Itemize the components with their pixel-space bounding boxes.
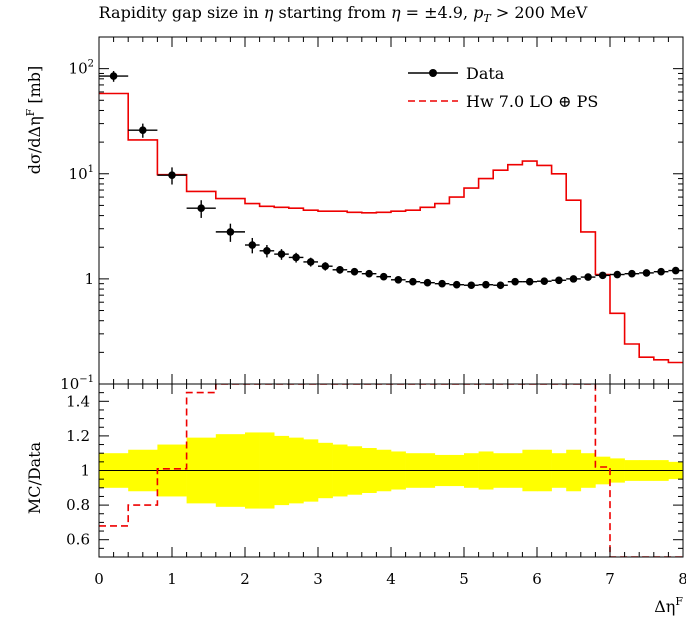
ratio-line — [99, 384, 683, 557]
data-point — [394, 276, 403, 284]
legend-data-label: Data — [466, 64, 505, 83]
data-point — [168, 171, 176, 179]
x-axis-label: ΔηF — [654, 595, 683, 616]
data-point — [365, 269, 373, 278]
data-point — [409, 277, 417, 286]
data-point — [350, 267, 359, 276]
upper-ytick-exp: 1 — [88, 164, 94, 175]
xtick-label: 8 — [678, 570, 686, 588]
xtick-label: 1 — [167, 570, 177, 588]
data-point — [452, 280, 461, 289]
data-point — [248, 241, 257, 249]
upper-ylabel: dσ/dΔηF [mb] — [24, 66, 44, 175]
xtick-label: 2 — [240, 570, 250, 588]
xtick-label: 4 — [386, 570, 396, 588]
data-point — [467, 281, 476, 290]
x-tick-labels: 0 1 2 3 4 5 6 7 8 — [94, 570, 686, 588]
data-point — [379, 272, 388, 281]
data-point — [321, 262, 330, 271]
upper-ytick-base: 10 — [69, 165, 88, 183]
lower-ytick-label: 0.6 — [66, 531, 90, 549]
data-point — [569, 275, 578, 283]
data-point — [657, 267, 665, 276]
data-points — [99, 70, 683, 290]
xtick-label: 5 — [459, 570, 469, 588]
data-point — [613, 270, 622, 279]
chart-title: Rapidity gap size in η starting from η =… — [99, 3, 588, 25]
xtick-label: 6 — [532, 570, 542, 588]
mc-histogram — [99, 92, 683, 364]
data-point — [642, 269, 651, 277]
data-point — [628, 269, 636, 278]
data-point — [423, 278, 432, 287]
data-point — [540, 277, 549, 286]
upper-ytick-label: 101 — [69, 164, 94, 183]
lower-ytick-label: 1.2 — [66, 427, 90, 445]
lower-ytick-label: 1.4 — [66, 392, 90, 410]
legend: Data Hw 7.0 LO ⊕ PS — [408, 64, 598, 111]
ratio-histogram — [99, 384, 683, 557]
upper-axis-ticks — [98, 36, 684, 385]
data-point — [438, 279, 446, 288]
data-point — [197, 204, 205, 213]
upper-ytick-label: 10−1 — [60, 374, 94, 393]
lower-axis-ticks — [98, 383, 684, 558]
uncertainty-band — [99, 432, 684, 509]
legend-mc-label: Hw 7.0 LO ⊕ PS — [466, 92, 598, 111]
upper-ytick-base: 1 — [84, 270, 94, 288]
xtick-label: 3 — [313, 570, 323, 588]
upper-ytick-base: 10 — [69, 60, 88, 78]
data-point — [555, 276, 563, 285]
upper-ytick-label: 102 — [69, 59, 94, 78]
legend-data-marker — [429, 69, 437, 77]
data-point — [306, 258, 315, 266]
upper-ytick-base: 10 — [60, 375, 79, 393]
data-point — [482, 280, 490, 289]
data-point — [109, 72, 118, 80]
data-point — [336, 266, 344, 274]
upper-ytick-label: 1 — [84, 270, 94, 288]
lower-tick-labels: 0.6 0.8 1 1.2 1.4 — [66, 392, 90, 548]
lower-ytick-label: 0.8 — [66, 496, 90, 514]
data-point — [511, 277, 519, 286]
lower-frame — [98, 383, 684, 558]
data-point — [525, 277, 534, 286]
data-point — [277, 250, 286, 258]
data-point — [263, 246, 271, 255]
lower-ylabel: MC/Data — [25, 441, 44, 514]
data-point — [139, 126, 147, 134]
data-point — [496, 281, 505, 290]
data-point — [598, 271, 607, 280]
xtick-label: 7 — [605, 570, 615, 588]
upper-ytick-exp: 2 — [88, 59, 94, 70]
data-point — [292, 253, 300, 262]
lower-ytick-label: 1 — [80, 462, 90, 480]
xtick-label: 0 — [94, 570, 104, 588]
mc-histogram-line — [99, 92, 683, 364]
data-point — [584, 273, 592, 281]
data-point — [671, 266, 680, 275]
data-point — [226, 228, 235, 236]
upper-ytick-exp: −1 — [79, 374, 94, 385]
